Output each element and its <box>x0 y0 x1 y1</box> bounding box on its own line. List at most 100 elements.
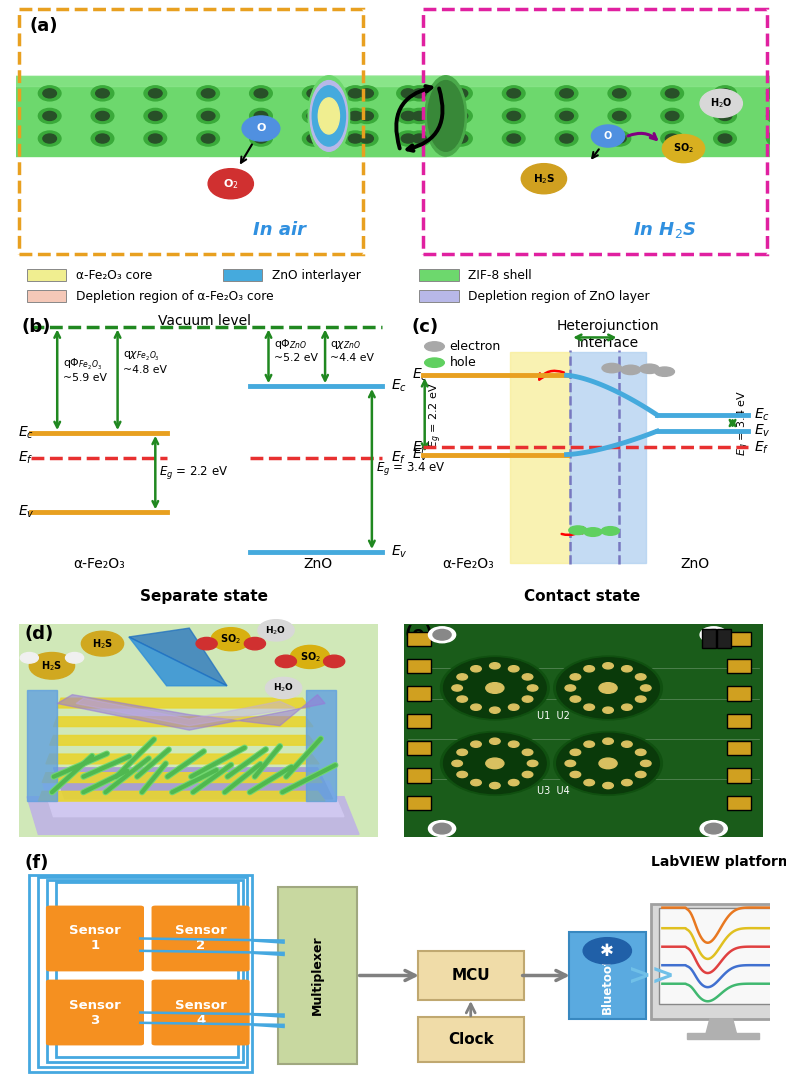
Circle shape <box>602 364 622 372</box>
Text: In air: In air <box>253 222 307 239</box>
Text: electron: electron <box>450 340 501 353</box>
Circle shape <box>413 134 426 143</box>
FancyBboxPatch shape <box>651 903 786 1019</box>
Text: Sensor
1: Sensor 1 <box>69 925 121 952</box>
Ellipse shape <box>310 81 347 152</box>
Circle shape <box>250 86 272 100</box>
Text: Separate state: Separate state <box>141 589 268 604</box>
Circle shape <box>718 88 732 98</box>
Circle shape <box>360 134 373 143</box>
FancyBboxPatch shape <box>406 631 431 645</box>
Circle shape <box>509 780 519 786</box>
Circle shape <box>43 88 57 98</box>
Circle shape <box>522 749 533 756</box>
Circle shape <box>601 526 619 535</box>
Circle shape <box>663 134 704 163</box>
Polygon shape <box>706 1019 736 1033</box>
Circle shape <box>603 783 613 788</box>
Polygon shape <box>307 690 336 802</box>
Circle shape <box>201 134 215 143</box>
Circle shape <box>428 627 456 643</box>
Circle shape <box>570 771 581 778</box>
Text: $E_c$: $E_c$ <box>754 406 769 423</box>
Text: (c): (c) <box>412 318 439 335</box>
Text: Sensor
4: Sensor 4 <box>174 998 226 1026</box>
Text: O$_2$: O$_2$ <box>223 177 239 191</box>
Circle shape <box>570 674 581 680</box>
Text: $E_f$: $E_f$ <box>412 439 428 455</box>
Text: α-Fe₂O₃: α-Fe₂O₃ <box>73 557 125 571</box>
Circle shape <box>96 88 109 98</box>
Polygon shape <box>42 773 322 783</box>
Polygon shape <box>0 75 446 86</box>
Text: H$_2$S: H$_2$S <box>92 637 113 651</box>
Circle shape <box>0 131 8 146</box>
Circle shape <box>555 131 578 146</box>
Circle shape <box>360 88 373 98</box>
Circle shape <box>208 168 253 199</box>
Circle shape <box>450 86 472 100</box>
Circle shape <box>258 619 294 641</box>
Polygon shape <box>510 352 571 562</box>
Circle shape <box>570 696 581 702</box>
Circle shape <box>348 111 362 120</box>
Text: H$_2$S: H$_2$S <box>42 658 63 673</box>
Ellipse shape <box>312 86 346 146</box>
Circle shape <box>584 704 594 710</box>
Circle shape <box>584 527 602 536</box>
Text: H$_2$S: H$_2$S <box>533 171 555 186</box>
FancyBboxPatch shape <box>418 1017 523 1061</box>
Circle shape <box>471 704 481 710</box>
Circle shape <box>397 108 420 123</box>
Circle shape <box>555 86 578 100</box>
Circle shape <box>355 86 378 100</box>
Circle shape <box>144 108 167 123</box>
Circle shape <box>0 108 8 123</box>
Ellipse shape <box>318 98 340 134</box>
Circle shape <box>700 627 727 643</box>
Circle shape <box>39 86 61 100</box>
Circle shape <box>718 134 732 143</box>
Circle shape <box>714 108 736 123</box>
Circle shape <box>490 738 500 745</box>
Circle shape <box>408 108 431 123</box>
Circle shape <box>250 131 272 146</box>
FancyBboxPatch shape <box>277 887 357 1064</box>
Ellipse shape <box>308 75 350 156</box>
Circle shape <box>622 704 632 710</box>
Circle shape <box>486 758 504 769</box>
Circle shape <box>584 741 594 747</box>
Circle shape <box>324 655 345 667</box>
FancyBboxPatch shape <box>726 741 751 756</box>
Circle shape <box>771 88 784 98</box>
Text: H$_2$O: H$_2$O <box>273 681 294 695</box>
Circle shape <box>553 732 663 795</box>
Circle shape <box>635 696 646 702</box>
Circle shape <box>622 666 632 672</box>
FancyBboxPatch shape <box>420 270 459 282</box>
Circle shape <box>661 86 684 100</box>
Circle shape <box>408 131 431 146</box>
Circle shape <box>553 656 663 720</box>
Circle shape <box>454 111 468 120</box>
Circle shape <box>661 131 684 146</box>
Circle shape <box>201 111 215 120</box>
Circle shape <box>471 666 481 672</box>
Circle shape <box>0 111 4 120</box>
Text: Depletion region of ZnO layer: Depletion region of ZnO layer <box>468 289 650 302</box>
Circle shape <box>424 358 444 367</box>
Circle shape <box>196 86 219 100</box>
Text: q$\chi_{Fe_2O_3}$
~4.8 eV: q$\chi_{Fe_2O_3}$ ~4.8 eV <box>123 351 167 375</box>
FancyBboxPatch shape <box>20 624 378 838</box>
Circle shape <box>608 86 630 100</box>
FancyBboxPatch shape <box>46 905 144 972</box>
Circle shape <box>443 657 546 719</box>
Circle shape <box>344 86 366 100</box>
Text: Vacuum level: Vacuum level <box>158 314 251 329</box>
FancyBboxPatch shape <box>418 951 523 1000</box>
Circle shape <box>397 131 420 146</box>
Polygon shape <box>39 792 325 802</box>
Circle shape <box>250 108 272 123</box>
FancyBboxPatch shape <box>703 629 716 648</box>
Polygon shape <box>687 1033 759 1040</box>
